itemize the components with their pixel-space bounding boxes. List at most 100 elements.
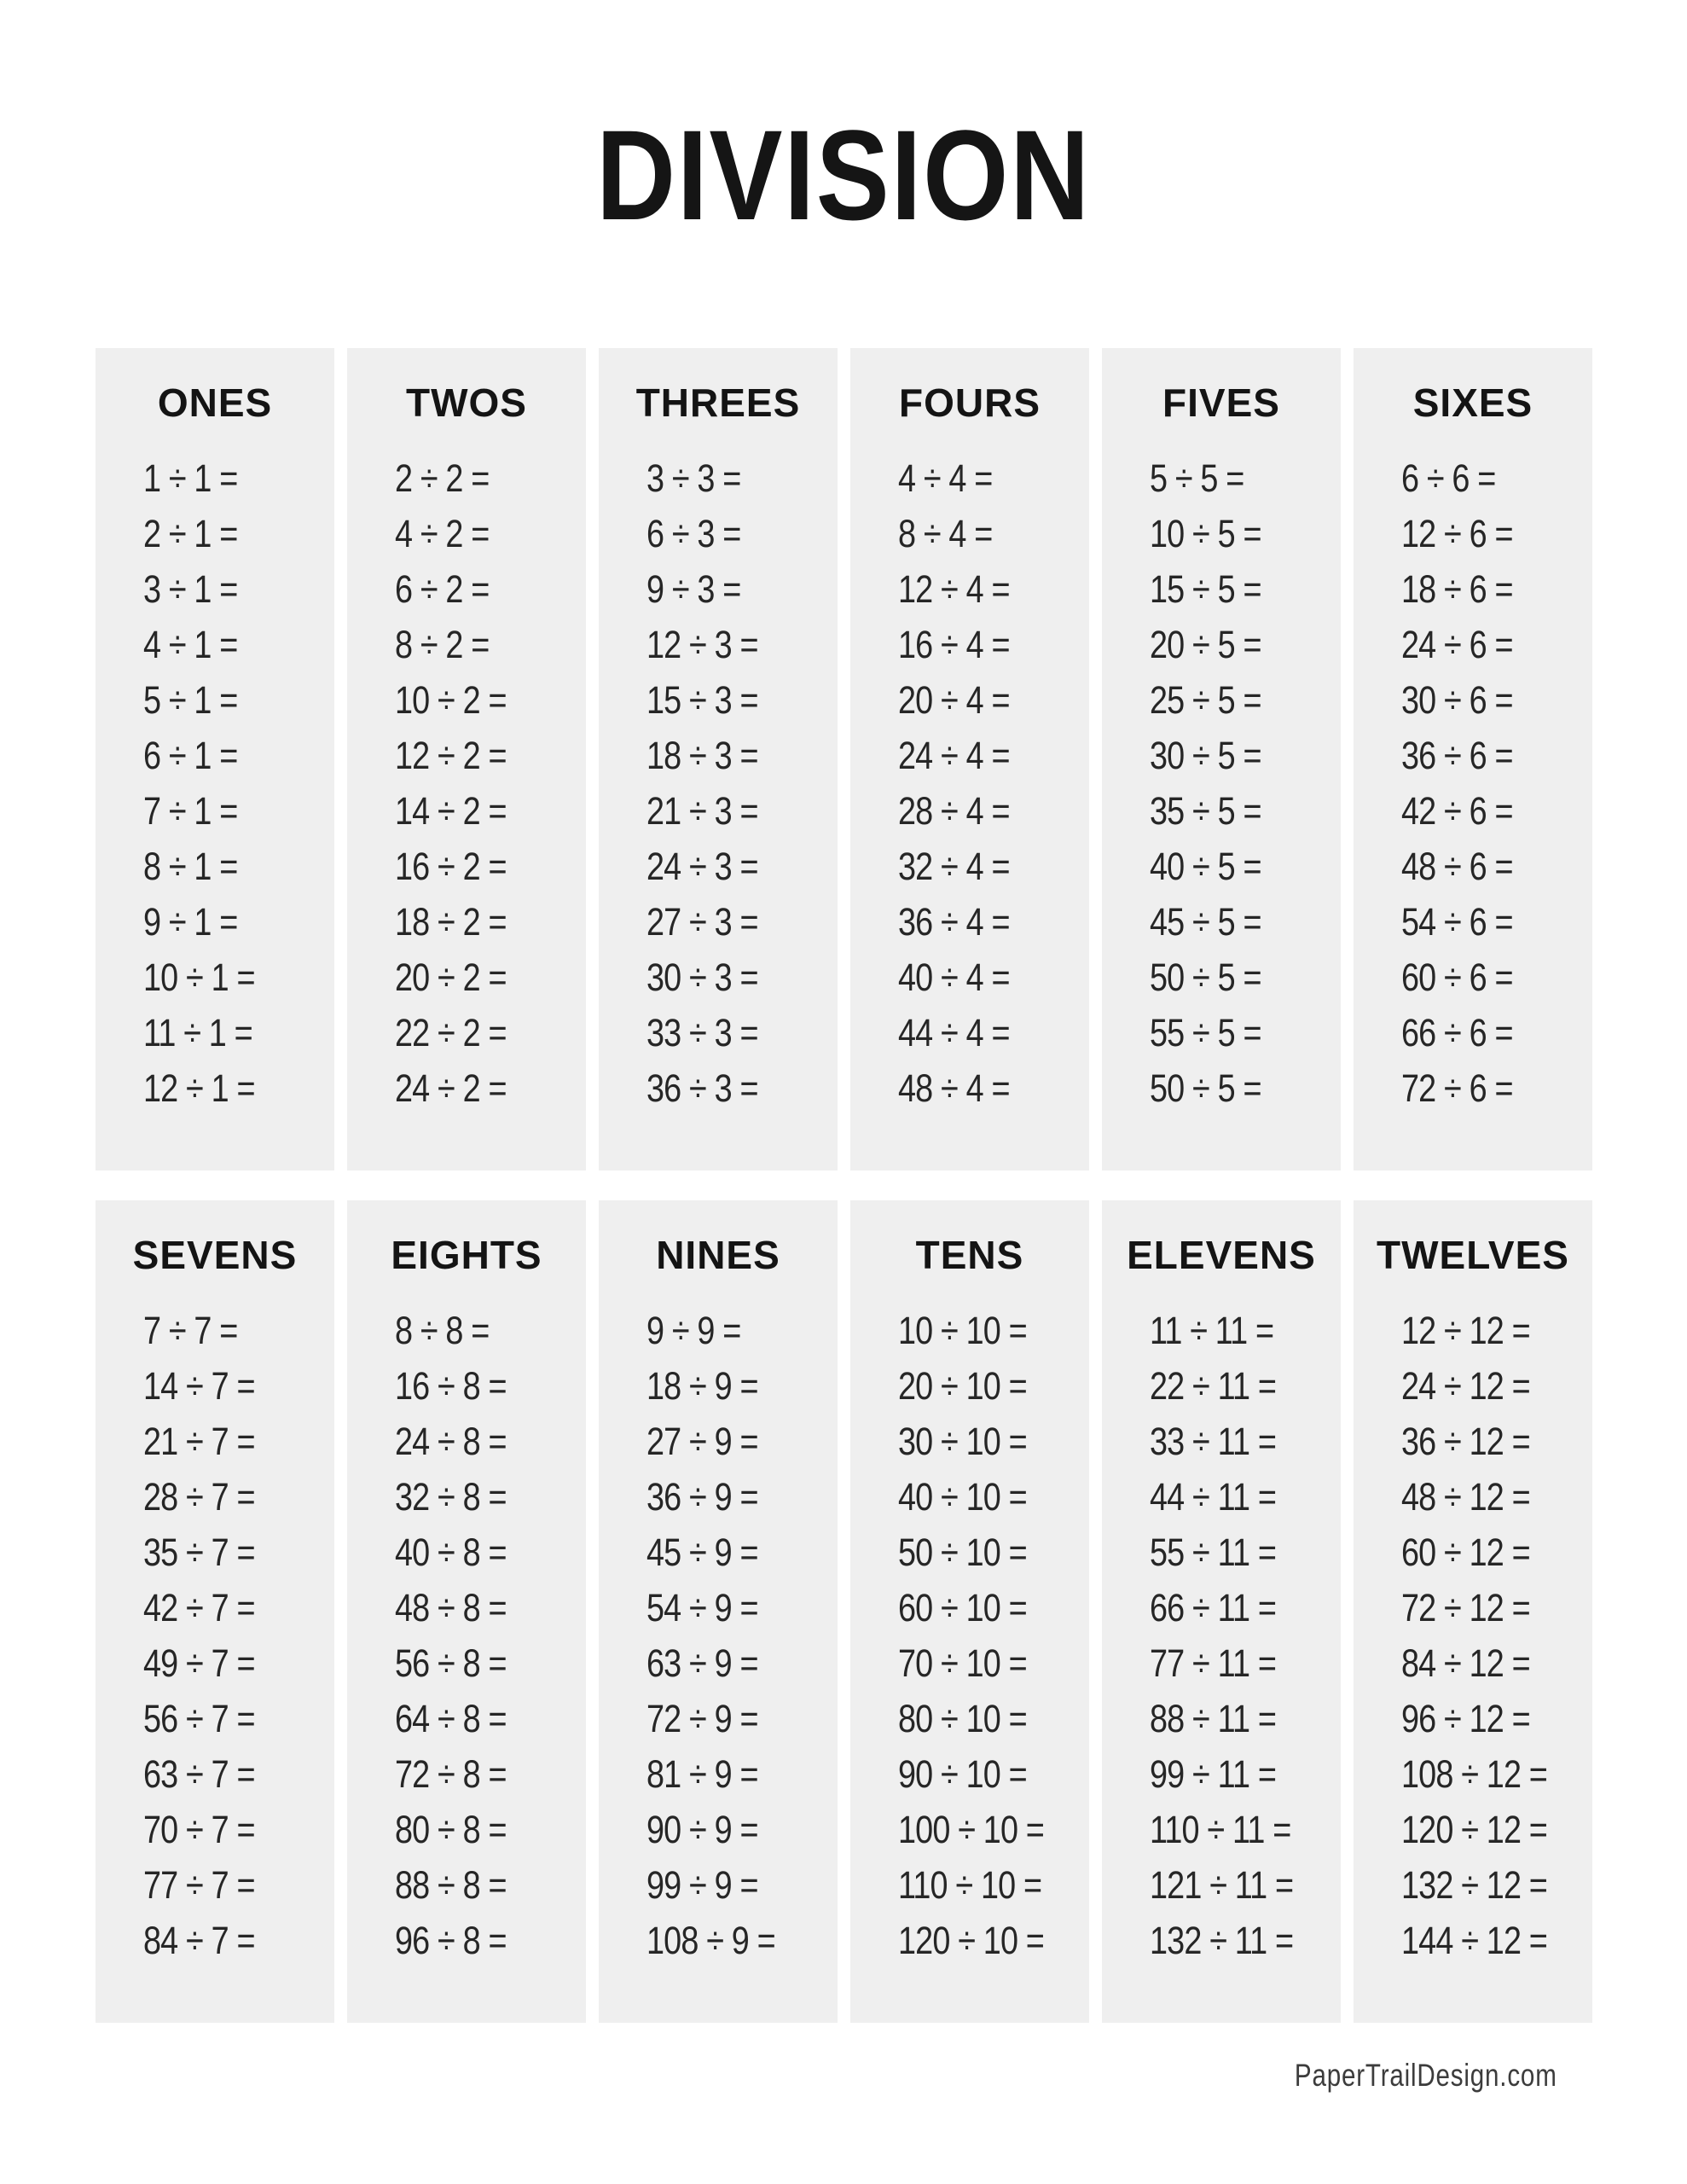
division-problem: 4 ÷ 4 = [898, 456, 993, 500]
panel-title: TWOS [406, 380, 527, 425]
division-problem: 6 ÷ 6 = [1401, 456, 1496, 500]
division-grid: ONES 1 ÷ 1 = 2 ÷ 1 = 3 ÷ 1 = 4 ÷ 1 = 5 ÷ 1 =… [96, 348, 1592, 2023]
division-problem: 14 ÷ 7 = [143, 1364, 256, 1408]
panel-fives: FIVES 5 ÷ 5 = 10 ÷ 5 = 15 ÷ 5 = 20 ÷ 5 = 25 … [1102, 348, 1341, 1170]
division-problem: 24 ÷ 12 = [1401, 1364, 1531, 1408]
division-problem: 8 ÷ 1 = [143, 845, 238, 888]
division-problem: 16 ÷ 4 = [898, 623, 1011, 666]
division-problem: 8 ÷ 8 = [395, 1309, 490, 1352]
division-problem: 32 ÷ 8 = [395, 1475, 507, 1519]
division-problem: 3 ÷ 1 = [143, 567, 238, 611]
division-problem: 132 ÷ 12 = [1401, 1863, 1548, 1907]
division-problem: 88 ÷ 11 = [1150, 1697, 1277, 1740]
division-problem: 24 ÷ 8 = [395, 1420, 507, 1463]
division-problem: 60 ÷ 6 = [1401, 956, 1514, 999]
problem-list: 5 ÷ 5 = 10 ÷ 5 = 15 ÷ 5 = 20 ÷ 5 = 25 ÷ 5 = 3… [1102, 450, 1341, 1116]
division-problem: 70 ÷ 7 = [143, 1808, 256, 1851]
panel-nines: NINES 9 ÷ 9 = 18 ÷ 9 = 27 ÷ 9 = 36 ÷ 9 = 45 … [599, 1200, 838, 2023]
division-problem: 84 ÷ 12 = [1401, 1641, 1531, 1685]
division-problem: 10 ÷ 2 = [395, 678, 507, 722]
panel-title: FIVES [1162, 380, 1280, 425]
division-problem: 99 ÷ 9 = [646, 1863, 759, 1907]
panel-title: EIGHTS [391, 1233, 542, 1277]
division-problem: 108 ÷ 12 = [1401, 1752, 1548, 1796]
division-problem: 44 ÷ 4 = [898, 1011, 1011, 1054]
panel-threes: THREES 3 ÷ 3 = 6 ÷ 3 = 9 ÷ 3 = 12 ÷ 3 = 15 ÷… [599, 348, 838, 1170]
division-problem: 30 ÷ 6 = [1401, 678, 1514, 722]
division-problem: 63 ÷ 7 = [143, 1752, 256, 1796]
division-problem: 7 ÷ 7 = [143, 1309, 238, 1352]
division-problem: 20 ÷ 4 = [898, 678, 1011, 722]
panel-title: SIXES [1412, 380, 1533, 425]
problem-list: 6 ÷ 6 = 12 ÷ 6 = 18 ÷ 6 = 24 ÷ 6 = 30 ÷ 6 = 3… [1354, 450, 1592, 1116]
division-problem: 30 ÷ 10 = [898, 1420, 1028, 1463]
division-problem: 18 ÷ 2 = [395, 900, 507, 944]
problem-list: 7 ÷ 7 = 14 ÷ 7 = 21 ÷ 7 = 28 ÷ 7 = 35 ÷ 7 = 4… [96, 1303, 334, 1968]
division-problem: 90 ÷ 9 = [646, 1808, 759, 1851]
division-problem: 18 ÷ 9 = [646, 1364, 759, 1408]
division-problem: 11 ÷ 1 = [143, 1011, 253, 1054]
division-problem: 24 ÷ 2 = [395, 1066, 507, 1110]
division-problem: 3 ÷ 3 = [646, 456, 741, 500]
division-problem: 81 ÷ 9 = [646, 1752, 759, 1796]
division-problem: 24 ÷ 6 = [1401, 623, 1514, 666]
division-problem: 6 ÷ 2 = [395, 567, 490, 611]
division-problem: 18 ÷ 3 = [646, 734, 759, 777]
division-problem: 32 ÷ 4 = [898, 845, 1011, 888]
panel-ones: ONES 1 ÷ 1 = 2 ÷ 1 = 3 ÷ 1 = 4 ÷ 1 = 5 ÷ 1 =… [96, 348, 334, 1170]
division-problem: 35 ÷ 7 = [143, 1531, 256, 1574]
division-problem: 120 ÷ 10 = [898, 1919, 1045, 1962]
division-problem: 88 ÷ 8 = [395, 1863, 507, 1907]
division-problem: 108 ÷ 9 = [646, 1919, 776, 1962]
panel-title: ONES [157, 380, 273, 425]
division-problem: 20 ÷ 2 = [395, 956, 507, 999]
panel-sevens: SEVENS 7 ÷ 7 = 14 ÷ 7 = 21 ÷ 7 = 28 ÷ 7 = 35… [96, 1200, 334, 2023]
division-problem: 24 ÷ 3 = [646, 845, 759, 888]
panel-tens: TENS 10 ÷ 10 = 20 ÷ 10 = 30 ÷ 10 = 40 ÷ 10 … [850, 1200, 1089, 2023]
division-problem: 15 ÷ 5 = [1150, 567, 1262, 611]
division-problem: 12 ÷ 2 = [395, 734, 507, 777]
division-problem: 22 ÷ 11 = [1150, 1364, 1277, 1408]
division-problem: 10 ÷ 1 = [143, 956, 256, 999]
division-problem: 63 ÷ 9 = [646, 1641, 759, 1685]
panel-twelves: TWELVES 12 ÷ 12 = 24 ÷ 12 = 36 ÷ 12 = 48 ÷ … [1354, 1200, 1592, 2023]
division-problem: 12 ÷ 1 = [143, 1066, 256, 1110]
division-problem: 20 ÷ 10 = [898, 1364, 1028, 1408]
division-problem: 15 ÷ 3 = [646, 678, 759, 722]
division-problem: 72 ÷ 6 = [1401, 1066, 1514, 1110]
division-problem: 50 ÷ 10 = [898, 1531, 1028, 1574]
division-problem: 48 ÷ 4 = [898, 1066, 1011, 1110]
division-problem: 54 ÷ 6 = [1401, 900, 1514, 944]
division-problem: 110 ÷ 11 = [1150, 1808, 1291, 1851]
division-problem: 11 ÷ 11 = [1150, 1309, 1274, 1352]
division-problem: 50 ÷ 5 = [1150, 956, 1262, 999]
panel-title: TENS [915, 1233, 1024, 1277]
division-problem: 10 ÷ 5 = [1150, 512, 1262, 555]
division-problem: 50 ÷ 5 = [1150, 1066, 1262, 1110]
problem-list: 8 ÷ 8 = 16 ÷ 8 = 24 ÷ 8 = 32 ÷ 8 = 40 ÷ 8 = 4… [347, 1303, 586, 1968]
division-problem: 28 ÷ 7 = [143, 1475, 256, 1519]
division-problem: 44 ÷ 11 = [1150, 1475, 1277, 1519]
panel-title: ELEVENS [1127, 1233, 1316, 1277]
division-problem: 60 ÷ 12 = [1401, 1531, 1531, 1574]
division-problem: 21 ÷ 3 = [646, 789, 759, 833]
division-problem: 110 ÷ 10 = [898, 1863, 1042, 1907]
division-problem: 42 ÷ 7 = [143, 1586, 256, 1629]
problem-list: 4 ÷ 4 = 8 ÷ 4 = 12 ÷ 4 = 16 ÷ 4 = 20 ÷ 4 = 24… [850, 450, 1089, 1116]
division-problem: 20 ÷ 5 = [1150, 623, 1262, 666]
division-problem: 12 ÷ 6 = [1401, 512, 1514, 555]
problem-list: 9 ÷ 9 = 18 ÷ 9 = 27 ÷ 9 = 36 ÷ 9 = 45 ÷ 9 = 5… [599, 1303, 838, 1968]
division-problem: 45 ÷ 9 = [646, 1531, 759, 1574]
division-problem: 27 ÷ 9 = [646, 1420, 759, 1463]
division-problem: 48 ÷ 8 = [395, 1586, 507, 1629]
panel-elevens: ELEVENS 11 ÷ 11 = 22 ÷ 11 = 33 ÷ 11 = 44 ÷ … [1102, 1200, 1341, 2023]
panel-title: THREES [635, 380, 801, 425]
division-problem: 56 ÷ 7 = [143, 1697, 256, 1740]
page-title: DIVISION [595, 103, 1092, 247]
division-problem: 36 ÷ 4 = [898, 900, 1011, 944]
division-problem: 6 ÷ 1 = [143, 734, 238, 777]
problem-list: 10 ÷ 10 = 20 ÷ 10 = 30 ÷ 10 = 40 ÷ 10 = 50 ÷… [850, 1303, 1089, 1968]
problem-list: 3 ÷ 3 = 6 ÷ 3 = 9 ÷ 3 = 12 ÷ 3 = 15 ÷ 3 = 18 … [599, 450, 838, 1116]
division-problem: 54 ÷ 9 = [646, 1586, 759, 1629]
division-problem: 30 ÷ 5 = [1150, 734, 1262, 777]
